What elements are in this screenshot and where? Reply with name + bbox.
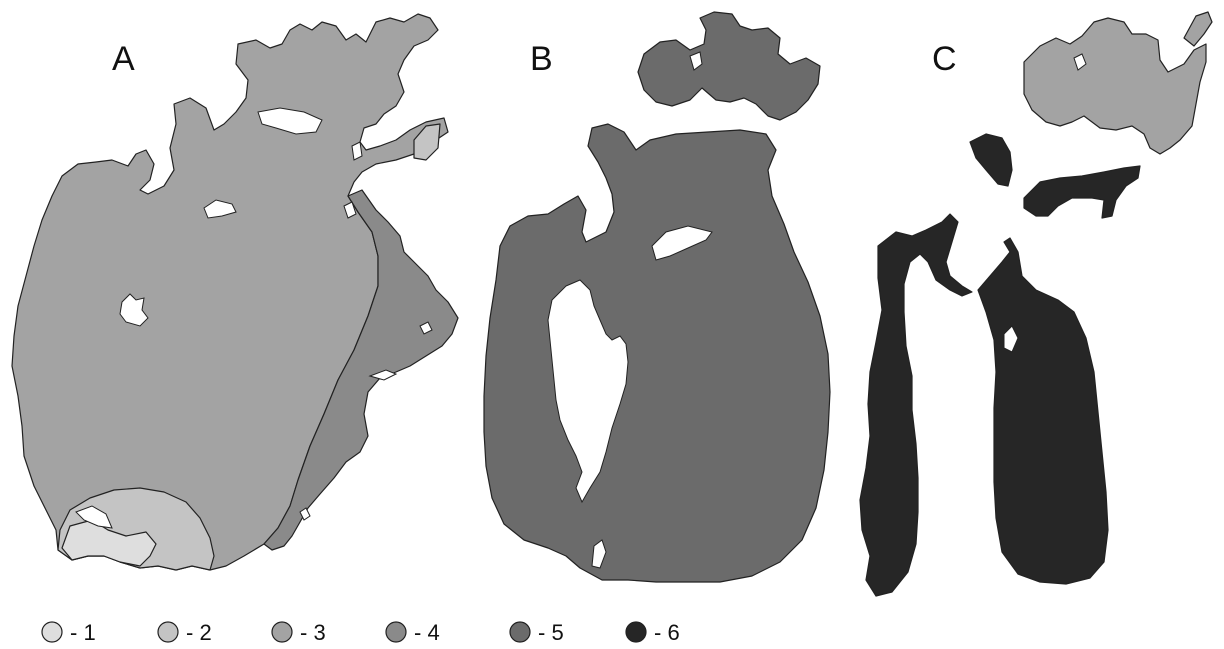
legend-label-5: - 5 — [538, 620, 564, 645]
panel-a-zone-4 — [263, 189, 459, 551]
legend-label-1: - 1 — [70, 620, 96, 645]
panel-a-ne-patch — [413, 123, 441, 161]
panel-a-island-2 — [203, 199, 237, 219]
panel-c-north-sea — [1023, 17, 1207, 155]
panel-c: C — [859, 11, 1213, 597]
legend: - 1 - 2 - 3 - 4 - 5 - 6 — [41, 620, 680, 645]
panel-b-north-sea — [637, 11, 821, 121]
panel-c-island-1 — [1003, 325, 1019, 353]
legend-label-4: - 4 — [414, 620, 440, 645]
panel-b-island-1 — [651, 225, 713, 261]
panel-c-dark-lake-3 — [859, 213, 973, 597]
legend-swatch-4 — [385, 621, 407, 643]
panel-c-north-island — [1073, 53, 1087, 71]
legend-item-4: - 4 — [385, 620, 440, 645]
legend-swatch-2 — [157, 621, 179, 643]
panel-a-letter: A — [112, 40, 135, 78]
panel-a: A — [11, 13, 459, 571]
legend-swatch-5 — [509, 621, 531, 643]
legend-item-6: - 6 — [625, 620, 680, 645]
legend-item-1: - 1 — [41, 620, 96, 645]
panel-a-island-7 — [368, 369, 398, 381]
legend-item-5: - 5 — [509, 620, 564, 645]
panel-c-dark-lake-4 — [977, 237, 1109, 585]
legend-swatch-3 — [271, 621, 293, 643]
legend-item-2: - 2 — [157, 620, 212, 645]
panel-a-island-1 — [257, 107, 323, 135]
panel-a-island-3 — [119, 293, 149, 327]
panel-a-island-8 — [419, 321, 433, 335]
panel-b-letter: B — [530, 40, 553, 78]
panel-a-island-6 — [75, 505, 113, 529]
panel-b: B — [483, 11, 831, 583]
panel-c-dark-lake-2 — [1023, 165, 1141, 219]
panel-a-island-5 — [343, 201, 357, 219]
panel-b-island-2 — [591, 539, 607, 569]
panel-a-island-4 — [351, 141, 363, 161]
panel-c-dark-lake-1 — [969, 133, 1013, 187]
panel-b-interior-gap — [547, 279, 629, 504]
legend-label-6: - 6 — [654, 620, 680, 645]
legend-label-3: - 3 — [300, 620, 326, 645]
legend-swatch-6 — [625, 621, 647, 643]
legend-item-3: - 3 — [271, 620, 326, 645]
legend-label-2: - 2 — [186, 620, 212, 645]
panel-c-letter: C — [932, 40, 957, 78]
panel-b-north-island — [689, 51, 703, 71]
panel-a-island-9 — [299, 507, 311, 521]
panel-c-north-channel — [1183, 11, 1213, 47]
panel-a-zone-1 — [61, 519, 157, 567]
legend-swatch-1 — [41, 621, 63, 643]
panel-b-main-sea — [483, 123, 831, 583]
